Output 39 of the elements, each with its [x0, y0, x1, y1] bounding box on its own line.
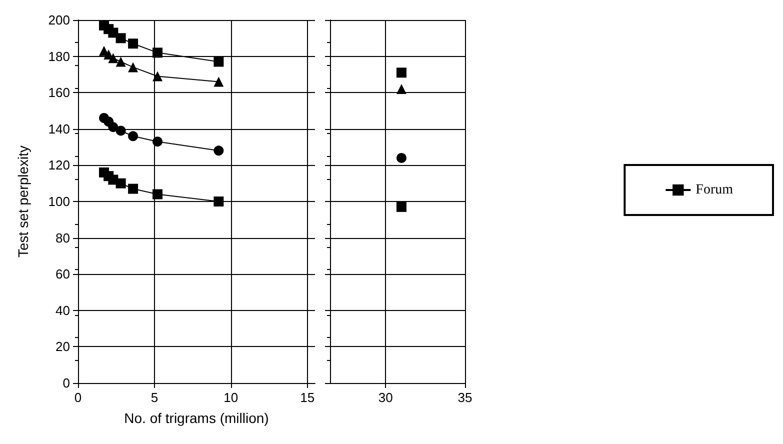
point [214, 196, 224, 206]
y-tick-label: 80 [56, 230, 70, 246]
point [116, 126, 126, 136]
y-tick-label: 0 [62, 376, 70, 390]
y-tick-label: 160 [48, 85, 70, 100]
point [116, 33, 126, 44]
x-tick-label: 15 [300, 390, 315, 405]
point [128, 184, 138, 194]
x-tick-label: 0 [74, 390, 82, 405]
y-tick-label: 200 [48, 12, 70, 28]
y-tick-label: 40 [56, 302, 70, 318]
point [152, 48, 163, 58]
x-axis-title: No. of trigrams (million) [124, 410, 269, 426]
point [108, 28, 118, 38]
point [214, 76, 224, 87]
point [116, 178, 126, 188]
y-tick-label: 140 [48, 121, 70, 136]
point [128, 38, 138, 49]
point [128, 131, 138, 142]
point [116, 56, 126, 67]
x-tick-label: 5 [150, 390, 158, 405]
x-tick-label: 35 [458, 390, 472, 405]
x-tick-label: 10 [224, 390, 238, 405]
y-tick-label: 180 [48, 48, 70, 64]
point [152, 136, 163, 147]
y-tick-label: 100 [48, 194, 70, 209]
y-tick-label: 20 [56, 339, 70, 354]
y-tick-label: 60 [56, 266, 70, 282]
y-axis-title: Test set perplexity [15, 145, 31, 258]
point [128, 62, 138, 72]
x-tick-label: 30 [378, 390, 393, 405]
legend-label: Forum [696, 182, 734, 198]
point [214, 146, 224, 156]
point [108, 122, 118, 132]
point [152, 189, 163, 200]
point [214, 56, 224, 67]
y-tick-label: 120 [48, 158, 70, 173]
point [152, 71, 163, 82]
point [108, 53, 118, 64]
